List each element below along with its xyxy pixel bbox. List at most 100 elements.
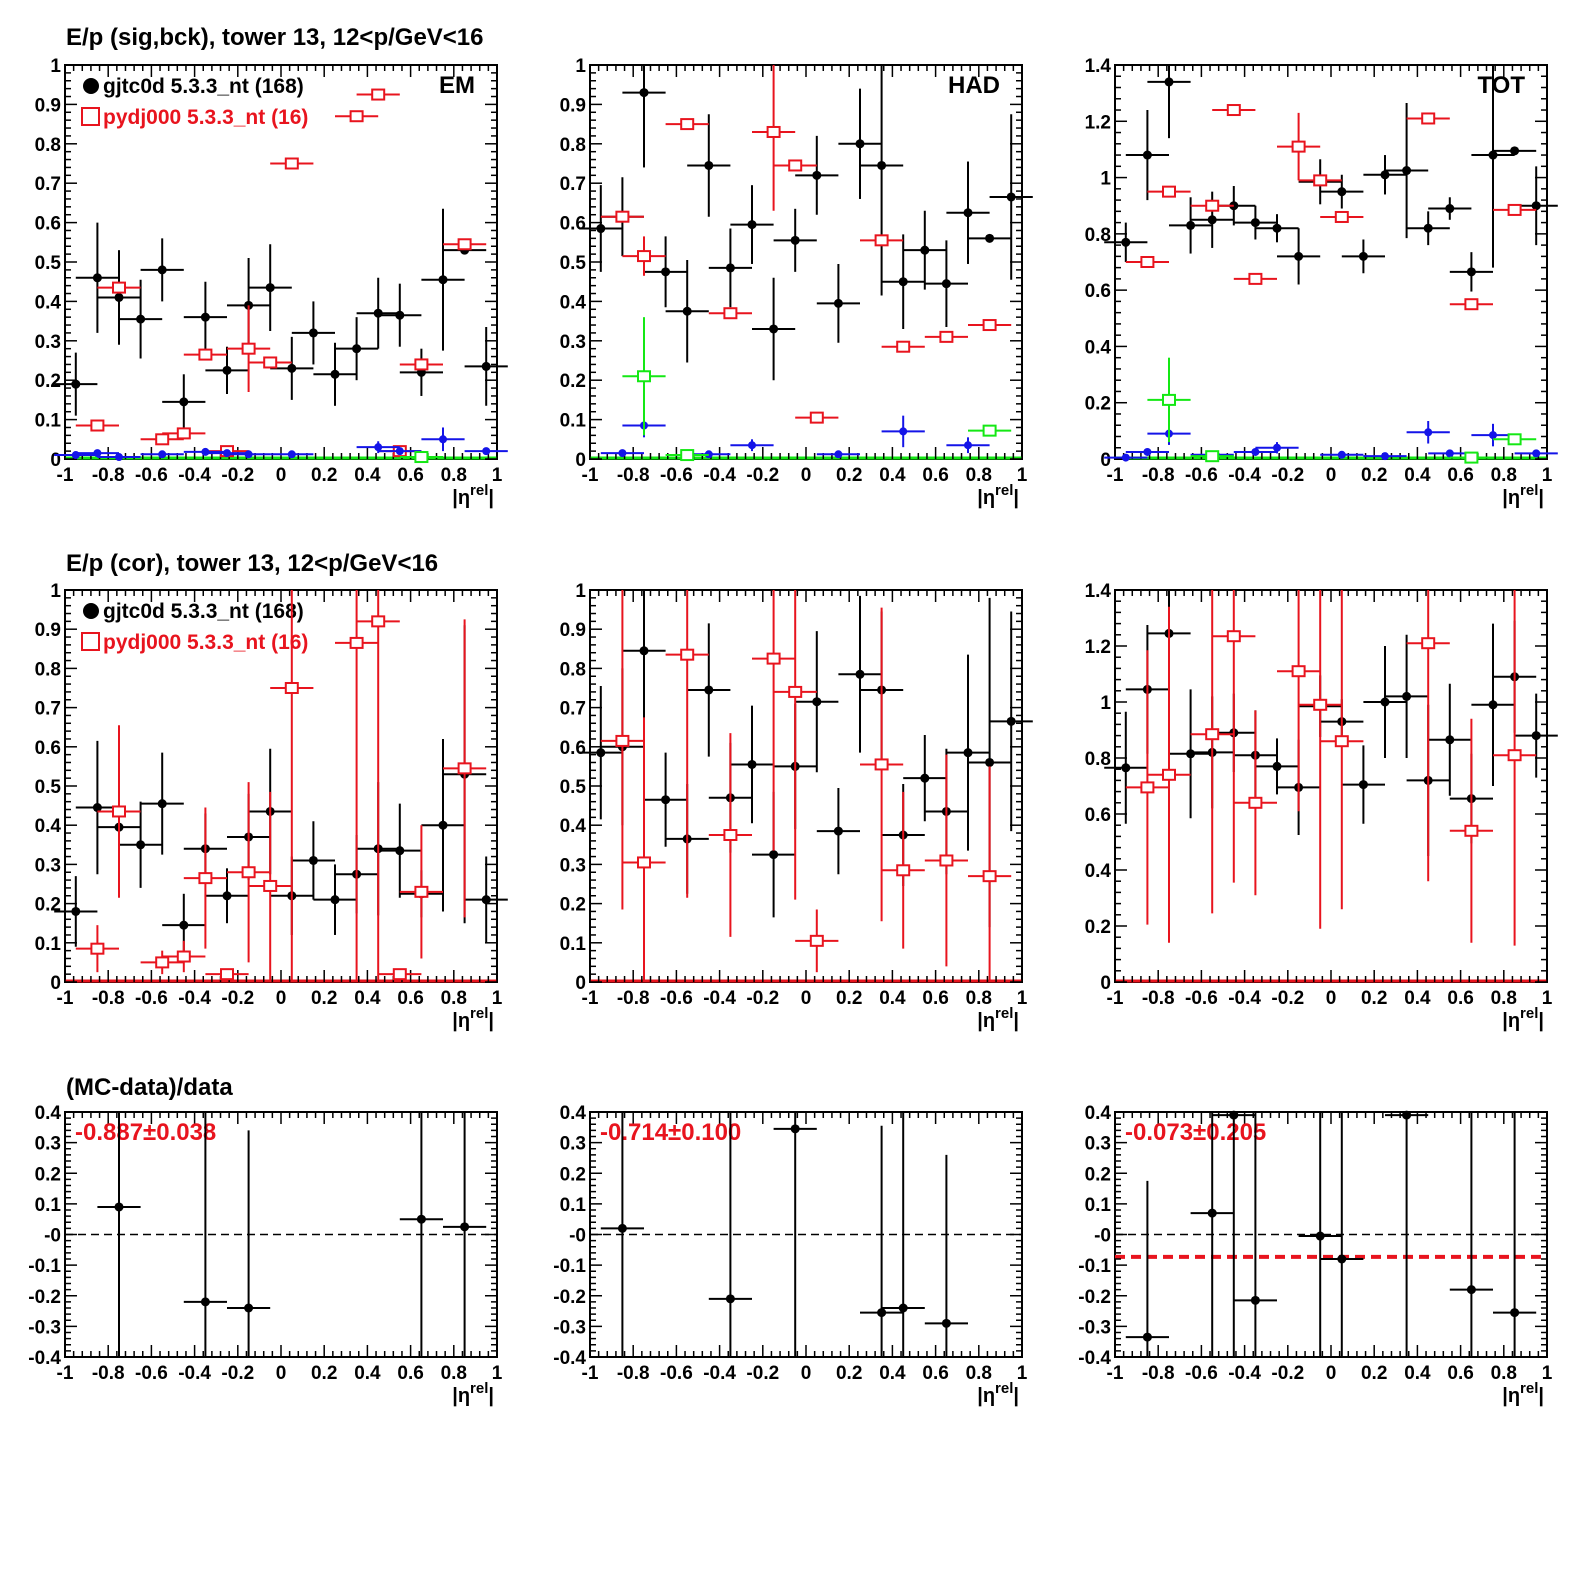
x-tick-label: -0.6 bbox=[1185, 465, 1218, 486]
y-tick-label: 0.3 bbox=[1085, 1134, 1111, 1155]
point-bck_blue bbox=[1125, 447, 1169, 456]
marker-data bbox=[157, 799, 167, 809]
x-tick-label: 0.4 bbox=[1404, 465, 1431, 486]
panel-label: EM bbox=[439, 72, 475, 99]
y-tick-label: 0.4 bbox=[35, 816, 62, 837]
marker-open-square bbox=[112, 805, 126, 818]
marker-data bbox=[1466, 267, 1476, 277]
point-data bbox=[773, 208, 817, 272]
point-mc bbox=[162, 427, 206, 440]
x-tick-label: -0.6 bbox=[135, 988, 168, 1009]
marker-open-square bbox=[1313, 698, 1328, 711]
y-tick-label: 0.6 bbox=[1085, 805, 1111, 826]
x-tick-label: 0 bbox=[801, 1363, 812, 1384]
marker-open-square bbox=[414, 358, 429, 371]
x-tick-label: 0.4 bbox=[1404, 988, 1431, 1009]
legend-label-mc: pydj000 5.3.3_nt (16) bbox=[103, 631, 308, 654]
point-mc bbox=[665, 118, 709, 131]
marker-data bbox=[395, 846, 405, 856]
marker-data bbox=[438, 820, 448, 830]
y-tick-label: -0.2 bbox=[28, 1287, 61, 1308]
y-tick-label: 0.2 bbox=[560, 895, 586, 916]
y-tick-label: 0.8 bbox=[1085, 225, 1111, 246]
y-tick-label: 0.1 bbox=[560, 411, 587, 432]
marker-open-square bbox=[90, 419, 105, 432]
marker-data bbox=[877, 160, 887, 170]
marker-data bbox=[1006, 192, 1016, 202]
marker-blue bbox=[1143, 447, 1152, 456]
y-tick-label: 0.4 bbox=[35, 292, 62, 313]
point-data bbox=[881, 234, 925, 329]
marker-data bbox=[704, 160, 714, 170]
marker-open-square bbox=[637, 370, 651, 383]
point-mc bbox=[356, 590, 400, 982]
marker-data bbox=[1186, 220, 1196, 230]
x-tick-label: -1 bbox=[1107, 465, 1124, 486]
point-bck_green bbox=[968, 424, 1012, 437]
point-data bbox=[291, 821, 335, 900]
panel-1-0: -1 -0.8 -0.6 -0.4 -0.2 0 0.2 0.4 0.6 0.8 1 0 0.1 0.2 0… bbox=[35, 581, 508, 1032]
marker-open-square bbox=[371, 88, 386, 101]
point-mc bbox=[1320, 590, 1364, 910]
point-mc bbox=[1406, 590, 1450, 882]
point-mc bbox=[227, 782, 271, 963]
point-data bbox=[687, 623, 731, 757]
point-mc bbox=[1320, 210, 1364, 223]
marker-open-square bbox=[1421, 112, 1436, 125]
x-tick-label: 0.8 bbox=[1491, 465, 1517, 486]
marker-open-square bbox=[1226, 630, 1241, 643]
marker-data bbox=[1186, 749, 1196, 759]
marker-open-square bbox=[1226, 104, 1241, 117]
x-tick-label: 0 bbox=[801, 465, 812, 486]
point-data bbox=[378, 803, 422, 898]
point-data bbox=[968, 233, 1012, 243]
point-mc bbox=[860, 234, 904, 247]
marker-data bbox=[71, 906, 81, 916]
marker-data bbox=[833, 298, 843, 308]
x-tick-label: 0.6 bbox=[397, 1363, 423, 1384]
x-tick-label: -0.4 bbox=[703, 988, 736, 1009]
y-tick-label: 1 bbox=[1100, 693, 1111, 714]
marker-open-square bbox=[198, 872, 213, 885]
y-tick-label: 0.9 bbox=[35, 95, 61, 116]
x-axis-label: |ηrel| bbox=[977, 1380, 1019, 1407]
marker-data bbox=[395, 310, 405, 320]
x-axis-label: |ηrel| bbox=[452, 1005, 494, 1032]
legend-marker-data bbox=[83, 603, 99, 619]
point-bck_green bbox=[399, 451, 443, 464]
x-tick-label: 0.2 bbox=[1361, 1363, 1387, 1384]
y-tick-label: 0.1 bbox=[35, 934, 62, 955]
marker-data bbox=[330, 369, 340, 379]
point-data bbox=[730, 705, 774, 824]
marker-data bbox=[1445, 735, 1455, 745]
point-data bbox=[1169, 689, 1213, 819]
panel-2-2: -1 -0.8 -0.6 -0.4 -0.2 0 0.2 0.4 0.6 0.8 1 -0.4 -0.3… bbox=[1078, 1103, 1552, 1407]
point-mc bbox=[1298, 174, 1342, 187]
x-tick-label: 0.4 bbox=[354, 465, 381, 486]
y-tick-label: -0.2 bbox=[553, 1287, 586, 1308]
marker-blue bbox=[244, 450, 253, 459]
point-data bbox=[816, 787, 860, 875]
y-tick-label: 0.7 bbox=[560, 699, 586, 720]
marker-data bbox=[1207, 215, 1217, 225]
x-tick-label: -0.2 bbox=[221, 465, 254, 486]
y-tick-label: 0.1 bbox=[1085, 1195, 1112, 1216]
marker-data bbox=[617, 1223, 627, 1233]
point-data bbox=[1493, 146, 1537, 156]
point-data bbox=[1125, 110, 1169, 201]
marker-data bbox=[1510, 146, 1520, 156]
legend-label-data: gjtc0d 5.3.3_nt (168) bbox=[103, 75, 304, 98]
panel-0-2: -1 -0.8 -0.6 -0.4 -0.2 0 0.2 0.4 0.6 0.8 1 0 0.2 0.4 0… bbox=[1085, 56, 1558, 509]
point-data bbox=[356, 277, 400, 349]
marker-data bbox=[596, 748, 606, 758]
marker-data bbox=[1315, 1231, 1325, 1241]
point-data bbox=[183, 1112, 227, 1357]
marker-open-square bbox=[176, 427, 191, 440]
point-data bbox=[183, 281, 227, 353]
marker-data bbox=[1142, 1332, 1152, 1342]
x-tick-label: 1 bbox=[1542, 465, 1553, 486]
x-tick-label: -0.2 bbox=[221, 1363, 254, 1384]
marker-open-square bbox=[766, 652, 781, 665]
x-tick-label: 0.8 bbox=[441, 1363, 467, 1384]
x-tick-label: 0.6 bbox=[1447, 1363, 1473, 1384]
